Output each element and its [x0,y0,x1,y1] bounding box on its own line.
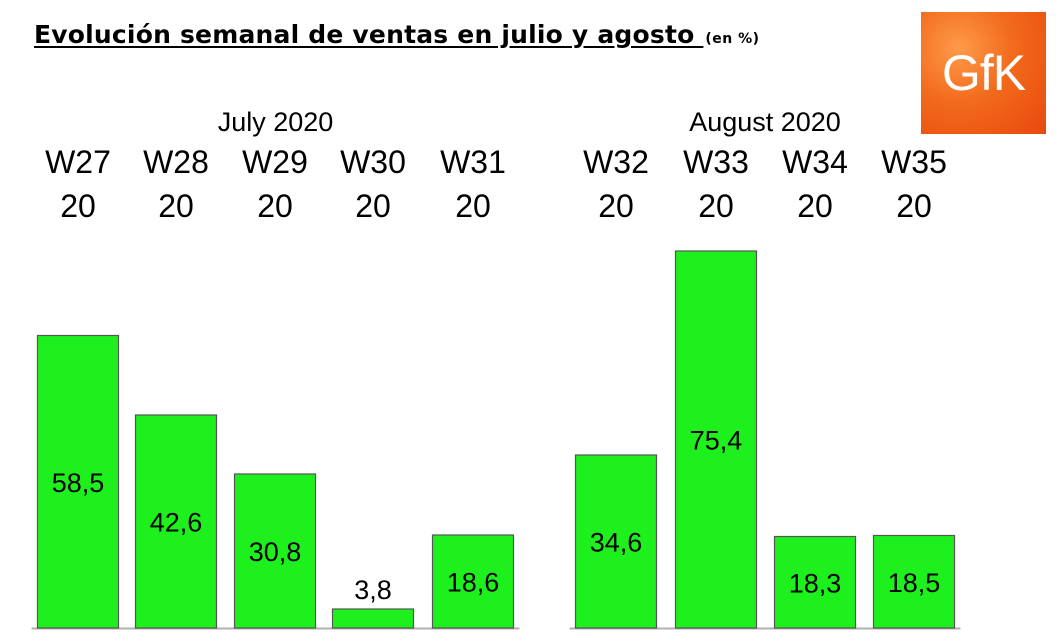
bar [233,473,317,629]
bar [36,334,120,629]
category-label-year: 20 [158,188,194,224]
chart-title: Evolución semanal de ventas en julio y a… [34,20,760,49]
category-label-week: W35 [881,144,947,180]
group-label-1: July 2020 [218,107,334,137]
value-label: 30,8 [249,537,302,567]
bar [674,250,758,629]
category-label-year: 20 [797,188,833,224]
category-label-week: W33 [683,144,749,180]
value-label: 18,3 [789,568,842,598]
value-label: 18,6 [447,568,500,598]
chart-unit-label: (en %) [705,31,760,47]
bar [773,535,857,629]
category-label-week: W29 [242,144,308,180]
bar [431,534,515,629]
category-label-week: W32 [583,144,649,180]
value-label: 75,4 [690,426,743,456]
category-label-week: W30 [340,144,406,180]
category-label-year: 20 [355,188,391,224]
category-label-year: 20 [698,188,734,224]
category-label-year: 20 [896,188,932,224]
value-label: 58,5 [52,468,105,498]
gfk-logo-text: GfK [941,45,1026,101]
value-label: 42,6 [150,508,203,538]
chart-title-text: Evolución semanal de ventas en julio y a… [34,20,704,49]
category-label-week: W27 [45,144,111,180]
category-label-year: 20 [60,188,96,224]
group-label-2: August 2020 [689,107,841,137]
category-label-week: W34 [782,144,848,180]
bar [574,454,658,629]
category-label-week: W31 [440,144,506,180]
bar [331,608,415,629]
category-label-year: 20 [257,188,293,224]
gfk-logo: GfK [921,12,1046,134]
value-label: 3,8 [354,575,392,605]
category-label-week: W28 [143,144,209,180]
category-label-year: 20 [455,188,491,224]
value-label: 34,6 [590,528,643,558]
bar [872,534,956,629]
category-label-year: 20 [598,188,634,224]
bar [134,414,218,629]
value-label: 18,5 [888,568,941,598]
